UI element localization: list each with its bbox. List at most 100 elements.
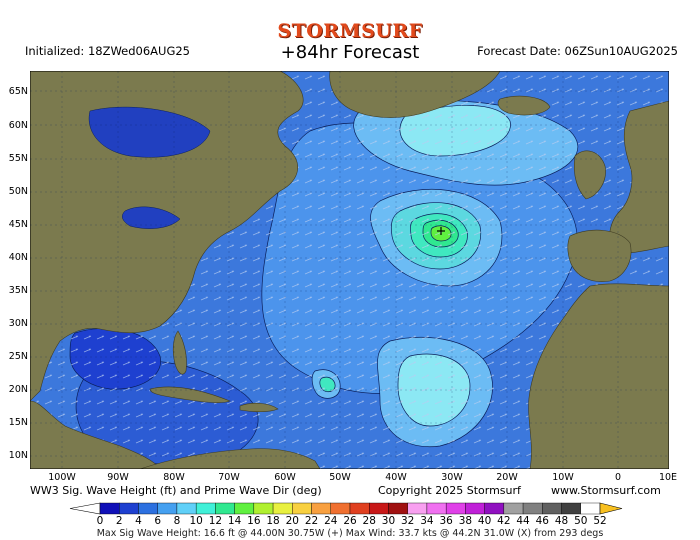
forecast-title: +84hr Forecast <box>280 42 420 63</box>
scale-swatch <box>484 502 505 515</box>
lat-label: 65N <box>8 86 28 97</box>
scale-label: 22 <box>304 515 319 527</box>
scale-swatch <box>195 502 216 515</box>
scale-swatch <box>272 502 293 515</box>
lat-label: 60N <box>8 120 28 131</box>
scale-swatch <box>157 502 178 515</box>
scale-label: 42 <box>497 515 511 527</box>
lat-label: 40N <box>8 252 28 263</box>
scale-label: 26 <box>343 515 357 527</box>
scale-label: 30 <box>381 515 396 527</box>
scale-label: 20 <box>285 515 299 527</box>
scale-swatch <box>234 502 255 515</box>
land-masses <box>30 71 669 469</box>
scale-label: 12 <box>208 515 223 527</box>
lat-label: 45N <box>8 219 28 230</box>
north-america-land <box>30 71 304 402</box>
scale-swatch <box>138 502 158 515</box>
scale-swatch <box>445 502 466 515</box>
initialized-label: Initialized: 18ZWed06AUG25 <box>25 44 191 58</box>
lon-label: 60W <box>274 472 296 483</box>
scale-label: 18 <box>266 515 280 527</box>
iberia-land <box>567 229 632 282</box>
scale-swatch <box>311 502 331 515</box>
forecast-date-label: Forecast Date: 06ZSun10AUG2025 <box>477 44 678 58</box>
scale-swatch <box>580 502 601 515</box>
scale-swatch <box>369 502 389 515</box>
color-scale-bar <box>69 502 623 515</box>
scale-label: 16 <box>247 515 261 527</box>
product-description: WW3 Sig. Wave Height (ft) and Prime Wave… <box>30 484 322 497</box>
max-stats-line: Max Sig Wave Height: 16.6 ft @ 44.00N 30… <box>96 528 604 539</box>
scale-label: 32 <box>401 515 415 527</box>
greenland-land <box>329 71 501 118</box>
iceland-land <box>497 95 551 116</box>
scale-label: 50 <box>574 515 588 527</box>
lon-label: 0 <box>614 472 622 483</box>
great-lakes <box>122 206 181 229</box>
scale-label: 44 <box>516 515 530 527</box>
scale-label: 2 <box>115 515 123 527</box>
lon-label: 90W <box>107 472 129 483</box>
scale-label: 8 <box>173 515 181 527</box>
scale-swatch <box>542 502 562 515</box>
mexico-central-america-land <box>30 400 161 469</box>
lat-label: 30N <box>8 318 28 329</box>
scale-swatch <box>349 502 370 515</box>
scale-swatch <box>522 502 543 515</box>
scale-label: 6 <box>154 515 162 527</box>
scale-label: 10 <box>189 515 203 527</box>
scale-swatch <box>253 502 274 515</box>
hispaniola-land <box>239 402 279 413</box>
stormsurf-logo: STORMSURF <box>277 20 423 42</box>
scale-swatch <box>215 502 235 515</box>
scale-swatch <box>561 502 581 515</box>
british-isles-land <box>573 150 606 200</box>
scale-label: 28 <box>362 515 376 527</box>
lon-label: 40W <box>385 472 407 483</box>
scale-swatch <box>465 502 485 515</box>
scale-swatch <box>426 502 447 515</box>
lon-label: 50W <box>329 472 351 483</box>
scale-swatch <box>388 502 408 515</box>
lakes <box>88 106 211 229</box>
lon-label: 100W <box>48 472 76 483</box>
lon-label: 10E <box>658 472 678 483</box>
lon-label: 70W <box>218 472 240 483</box>
lat-label: 10N <box>8 450 28 461</box>
cuba-land <box>149 386 231 403</box>
scale-label: 0 <box>96 515 104 527</box>
scale-label: 46 <box>535 515 549 527</box>
scale-end-left <box>69 502 101 515</box>
lat-label: 55N <box>8 153 28 164</box>
scale-swatch <box>176 502 197 515</box>
scale-label: 24 <box>324 515 338 527</box>
hudson-bay <box>88 106 211 158</box>
scale-end-right <box>599 502 623 515</box>
scale-swatch <box>99 502 120 515</box>
lon-label: 30W <box>441 472 463 483</box>
scale-label: 52 <box>593 515 607 527</box>
lat-label: 50N <box>8 186 28 197</box>
lat-label: 15N <box>8 417 28 428</box>
lat-label: 20N <box>8 384 28 395</box>
copyright-text: Copyright 2025 Stormsurf <box>378 484 521 497</box>
lon-label: 80W <box>163 472 185 483</box>
scale-label: 34 <box>420 515 434 527</box>
africa-land <box>528 283 669 469</box>
grid-lines <box>30 71 669 469</box>
lat-label: 25N <box>8 351 28 362</box>
lat-label: 35N <box>8 285 28 296</box>
lon-label: 20W <box>496 472 518 483</box>
website-link[interactable]: www.Stormsurf.com <box>551 484 661 497</box>
lon-label: 10W <box>552 472 574 483</box>
storm-max-marker <box>437 227 445 235</box>
scale-label: 36 <box>439 515 453 527</box>
wave-height-map <box>30 71 669 469</box>
scale-swatch <box>407 502 428 515</box>
scale-label: 48 <box>554 515 569 527</box>
scale-swatch <box>330 502 351 515</box>
europe-land <box>609 100 669 254</box>
scale-label: 38 <box>458 515 473 527</box>
scale-label: 40 <box>477 515 492 527</box>
